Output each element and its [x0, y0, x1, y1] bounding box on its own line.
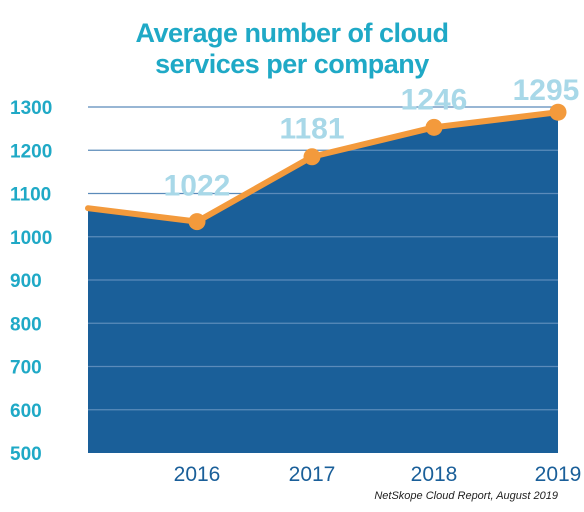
- chart-title-line-2: services per company: [155, 49, 429, 79]
- y-tick-1300: 1300: [10, 98, 52, 119]
- y-axis-ticks: 500 600 700 800 900 1000 1100 1200 1300: [10, 98, 52, 465]
- area-fill: [88, 112, 558, 453]
- y-tick-900: 900: [10, 271, 42, 292]
- chart-title: Average number of cloud services per com…: [0, 18, 584, 80]
- x-tick-2019: 2019: [535, 463, 582, 486]
- data-label-2019: 1295: [513, 74, 580, 107]
- data-point-2019: [549, 103, 567, 121]
- data-label-2017: 1181: [279, 113, 344, 146]
- y-tick-800: 800: [10, 314, 42, 335]
- y-tick-1200: 1200: [10, 141, 52, 162]
- x-tick-2017: 2017: [289, 463, 336, 486]
- data-labels: 1022 1181 1246 1295: [164, 74, 580, 202]
- data-label-2018: 1246: [401, 83, 468, 116]
- data-point-2018: [425, 118, 443, 136]
- x-tick-2016: 2016: [174, 463, 221, 486]
- area-layer: [88, 112, 558, 453]
- marker-layer: [188, 103, 567, 231]
- data-point-2017: [303, 148, 321, 166]
- y-tick-500: 500: [10, 444, 42, 465]
- source-note: NetSkope Cloud Report, August 2019: [374, 490, 558, 502]
- data-point-2016: [188, 213, 206, 231]
- y-tick-600: 600: [10, 401, 42, 422]
- y-tick-1100: 1100: [10, 185, 51, 206]
- y-tick-1000: 1000: [10, 228, 52, 249]
- chart-title-line-1: Average number of cloud: [135, 18, 449, 48]
- data-label-2016: 1022: [164, 170, 231, 203]
- y-tick-700: 700: [10, 358, 42, 379]
- x-axis-ticks: 2016 2017 2018 2019: [174, 463, 582, 486]
- x-tick-2018: 2018: [411, 463, 458, 486]
